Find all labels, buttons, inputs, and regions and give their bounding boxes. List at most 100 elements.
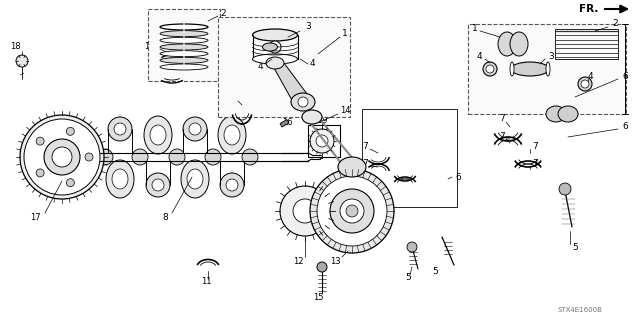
Circle shape bbox=[310, 169, 394, 253]
Ellipse shape bbox=[302, 110, 322, 124]
Circle shape bbox=[183, 117, 207, 141]
Ellipse shape bbox=[187, 169, 203, 189]
Text: 4: 4 bbox=[588, 72, 594, 81]
Ellipse shape bbox=[253, 29, 298, 41]
Ellipse shape bbox=[511, 62, 549, 76]
Text: 18: 18 bbox=[10, 42, 20, 51]
Ellipse shape bbox=[160, 44, 208, 50]
Text: 11: 11 bbox=[201, 277, 211, 286]
Ellipse shape bbox=[160, 31, 208, 37]
Circle shape bbox=[20, 115, 104, 199]
Circle shape bbox=[298, 97, 308, 107]
Circle shape bbox=[132, 149, 148, 165]
Circle shape bbox=[317, 262, 327, 272]
Ellipse shape bbox=[510, 32, 528, 56]
Ellipse shape bbox=[112, 169, 128, 189]
Circle shape bbox=[317, 176, 387, 246]
Bar bbox=[362, 109, 457, 207]
Ellipse shape bbox=[558, 106, 578, 122]
Text: 12: 12 bbox=[292, 256, 303, 265]
Circle shape bbox=[169, 149, 185, 165]
Text: 15: 15 bbox=[313, 293, 323, 301]
Ellipse shape bbox=[338, 157, 366, 177]
Text: 8: 8 bbox=[162, 212, 168, 221]
Ellipse shape bbox=[253, 54, 298, 64]
Text: 6: 6 bbox=[622, 122, 628, 131]
Ellipse shape bbox=[181, 160, 209, 198]
Text: 3: 3 bbox=[305, 23, 311, 32]
Circle shape bbox=[44, 139, 80, 175]
Circle shape bbox=[24, 119, 100, 195]
Ellipse shape bbox=[498, 32, 516, 56]
Ellipse shape bbox=[160, 57, 208, 63]
Text: 16: 16 bbox=[282, 118, 292, 128]
Ellipse shape bbox=[160, 64, 208, 70]
Circle shape bbox=[67, 127, 74, 135]
Ellipse shape bbox=[510, 62, 514, 76]
Text: 4: 4 bbox=[476, 53, 482, 62]
Polygon shape bbox=[269, 59, 313, 102]
Circle shape bbox=[407, 242, 417, 252]
Circle shape bbox=[189, 123, 201, 135]
Text: 4: 4 bbox=[310, 60, 316, 69]
Circle shape bbox=[108, 117, 132, 141]
Text: 5: 5 bbox=[572, 242, 578, 251]
Text: 5: 5 bbox=[405, 272, 411, 281]
Ellipse shape bbox=[218, 116, 246, 154]
Text: FR.: FR. bbox=[579, 4, 598, 14]
Text: 14: 14 bbox=[345, 160, 355, 168]
Circle shape bbox=[269, 41, 281, 53]
Bar bbox=[308, 125, 340, 157]
Ellipse shape bbox=[266, 57, 284, 69]
Bar bbox=[468, 24, 626, 114]
Circle shape bbox=[16, 55, 28, 67]
Bar bbox=[148, 9, 220, 81]
Text: 9: 9 bbox=[233, 94, 238, 103]
Circle shape bbox=[483, 62, 497, 76]
Text: 10: 10 bbox=[182, 63, 193, 71]
Polygon shape bbox=[502, 37, 560, 121]
Polygon shape bbox=[514, 37, 572, 121]
Bar bbox=[555, 29, 618, 59]
Text: 6: 6 bbox=[622, 72, 628, 81]
Circle shape bbox=[293, 199, 317, 223]
Ellipse shape bbox=[144, 116, 172, 154]
Circle shape bbox=[205, 149, 221, 165]
Ellipse shape bbox=[160, 24, 208, 30]
Circle shape bbox=[220, 173, 244, 197]
Text: 7: 7 bbox=[499, 115, 505, 123]
Circle shape bbox=[346, 205, 358, 217]
Ellipse shape bbox=[160, 51, 208, 57]
Text: 7: 7 bbox=[499, 132, 505, 142]
Ellipse shape bbox=[546, 62, 550, 76]
Text: 4: 4 bbox=[258, 63, 264, 71]
Ellipse shape bbox=[224, 125, 240, 145]
Text: 17: 17 bbox=[30, 212, 40, 221]
Ellipse shape bbox=[160, 37, 208, 43]
Text: 19: 19 bbox=[317, 116, 327, 125]
Circle shape bbox=[310, 129, 334, 153]
Text: 7: 7 bbox=[532, 143, 538, 152]
Circle shape bbox=[578, 77, 592, 91]
Circle shape bbox=[52, 147, 72, 167]
Circle shape bbox=[67, 179, 74, 187]
Circle shape bbox=[559, 183, 571, 195]
Text: 13: 13 bbox=[330, 256, 340, 265]
Circle shape bbox=[36, 169, 44, 177]
Ellipse shape bbox=[291, 93, 315, 111]
Circle shape bbox=[97, 149, 113, 165]
Ellipse shape bbox=[262, 43, 278, 51]
Circle shape bbox=[330, 189, 374, 233]
Text: 7: 7 bbox=[362, 160, 368, 168]
Circle shape bbox=[85, 153, 93, 161]
Text: 3: 3 bbox=[548, 53, 554, 62]
Ellipse shape bbox=[106, 160, 134, 198]
Circle shape bbox=[486, 65, 494, 73]
Text: 10: 10 bbox=[145, 42, 155, 51]
Circle shape bbox=[581, 80, 589, 88]
Circle shape bbox=[226, 179, 238, 191]
Circle shape bbox=[114, 123, 126, 135]
Circle shape bbox=[280, 186, 330, 236]
Circle shape bbox=[152, 179, 164, 191]
Text: 5: 5 bbox=[432, 266, 438, 276]
